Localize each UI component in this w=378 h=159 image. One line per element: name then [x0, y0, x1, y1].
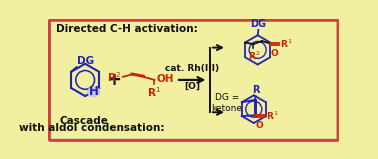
Text: Cascade: Cascade	[60, 116, 109, 126]
Text: Directed C-H activation:: Directed C-H activation:	[56, 24, 198, 34]
Text: O: O	[270, 49, 278, 58]
Text: DG =
ketone: DG = ketone	[211, 93, 242, 113]
Text: R$^2$: R$^2$	[107, 70, 121, 84]
Text: R$^1$: R$^1$	[266, 110, 279, 122]
Text: with aldol condensation:: with aldol condensation:	[19, 123, 164, 133]
Text: +: +	[106, 71, 121, 89]
FancyBboxPatch shape	[50, 20, 338, 140]
Text: R: R	[252, 85, 259, 95]
Text: H: H	[89, 85, 99, 98]
Text: OH: OH	[157, 74, 174, 84]
Text: cat. Rh(III): cat. Rh(III)	[165, 64, 219, 73]
Text: R$^2$: R$^2$	[248, 49, 260, 62]
Text: [O]: [O]	[184, 82, 200, 91]
Text: O: O	[256, 121, 263, 130]
Ellipse shape	[88, 87, 100, 97]
Text: R$^1$: R$^1$	[147, 85, 161, 99]
Text: DG: DG	[250, 19, 266, 29]
Text: R$^1$: R$^1$	[280, 38, 293, 50]
Text: DG: DG	[77, 56, 94, 66]
